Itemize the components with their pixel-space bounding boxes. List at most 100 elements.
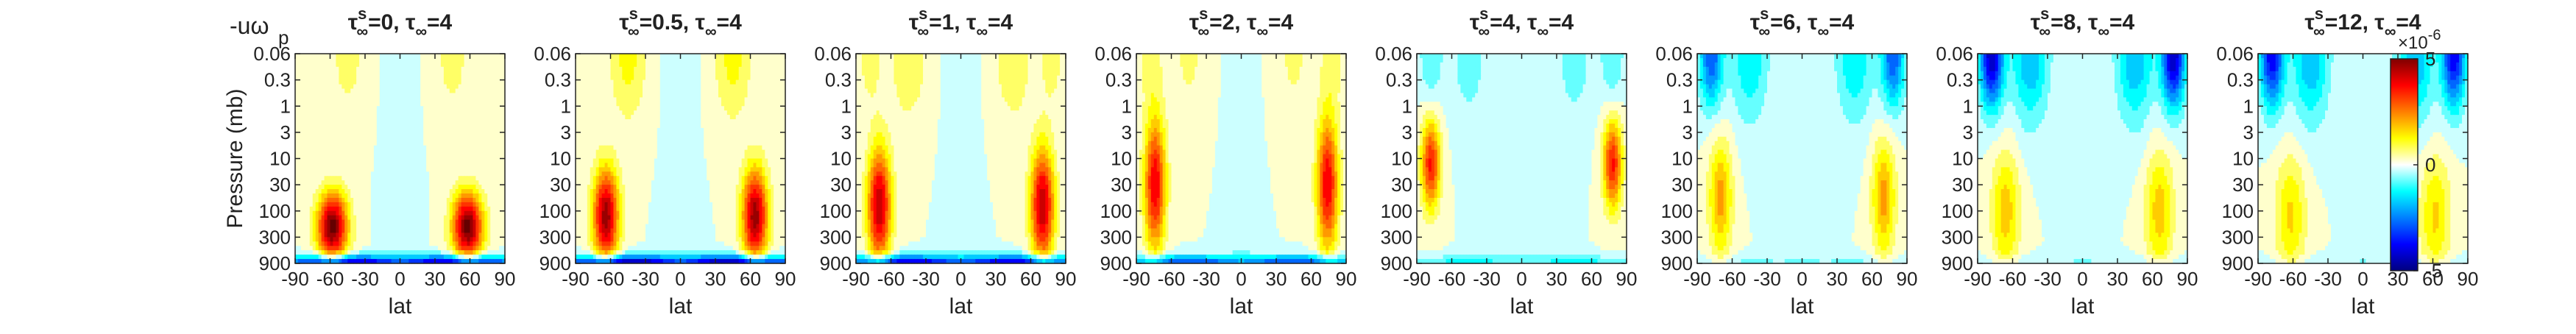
contour-cell: [297, 54, 302, 59]
contour-cell: [698, 132, 701, 138]
contour-cell: [414, 180, 418, 185]
contour-cell: [347, 210, 351, 216]
contour-cell: [686, 62, 690, 68]
contour-cell: [309, 136, 314, 142]
contour-cell: [417, 102, 421, 107]
contour-cell: [417, 106, 421, 111]
y-tick-label: 30: [269, 174, 291, 196]
contour-cell: [370, 106, 375, 111]
contour-cell: [496, 237, 500, 242]
contour-cell: [692, 84, 696, 90]
contour-cell: [435, 136, 439, 142]
contour-cell: [373, 145, 378, 151]
contour-cell: [432, 219, 436, 225]
contour-cell: [756, 132, 760, 138]
contour-cell: [723, 88, 728, 94]
contour-cell: [336, 75, 339, 81]
contour-cell: [759, 132, 762, 138]
contour-cell: [665, 62, 670, 68]
contour-cell: [324, 127, 328, 133]
contour-cell: [455, 102, 459, 107]
contour-cell: [309, 206, 314, 212]
contour-cell: [353, 206, 357, 212]
contour-cell: [309, 224, 314, 230]
contour-cell: [598, 106, 603, 111]
contour-cell: [475, 210, 479, 216]
contour-cell: [370, 185, 375, 190]
contour-cell: [759, 119, 762, 124]
contour-cell: [344, 163, 348, 168]
contour-cell: [774, 79, 777, 85]
contour-cell: [306, 180, 311, 185]
contour-cell: [321, 79, 325, 85]
contour-cell: [406, 54, 409, 59]
contour-cell: [662, 54, 667, 59]
contour-cell: [359, 246, 363, 251]
contour-cell: [330, 180, 334, 185]
contour-cell: [318, 145, 322, 151]
contour-cell: [654, 88, 658, 94]
contour-cell: [365, 185, 369, 190]
contour-cell: [303, 97, 308, 102]
contour-cell: [622, 71, 626, 77]
contour-cell: [324, 250, 328, 255]
contour-cell: [324, 206, 328, 212]
contour-cell: [417, 79, 421, 85]
contour-cell: [300, 57, 305, 63]
contour-cell: [435, 259, 439, 264]
contour-cell: [411, 79, 415, 85]
contour-cell: [704, 124, 707, 129]
contour-cell: [370, 62, 375, 68]
contour-cell: [587, 75, 591, 81]
contour-cell: [499, 259, 503, 264]
contour-cell: [461, 197, 465, 203]
contour-cell: [499, 197, 503, 203]
contour-cell: [613, 119, 618, 124]
contour-cell: [443, 54, 447, 59]
contour-cell: [701, 57, 704, 63]
contour-cell: [721, 102, 725, 107]
contour-cell: [376, 210, 381, 216]
contour-cell: [449, 127, 453, 133]
contour-cell: [342, 163, 345, 168]
contour-cell: [362, 102, 366, 107]
contour-cell: [420, 154, 424, 160]
contour-cell: [300, 180, 305, 185]
contour-cell: [391, 250, 395, 255]
contour-cell: [648, 132, 652, 138]
contour-cell: [330, 197, 334, 203]
contour-cell: [443, 66, 447, 72]
contour-cell: [365, 75, 369, 81]
contour-cell: [718, 102, 722, 107]
contour-cell: [464, 136, 468, 142]
contour-cell: [490, 149, 494, 155]
contour-cell: [435, 88, 439, 94]
contour-cell: [774, 127, 777, 133]
contour-cell: [359, 154, 363, 160]
contour-cell: [350, 171, 354, 177]
contour-cell: [759, 93, 762, 98]
contour-cell: [336, 84, 339, 90]
contour-cell: [339, 154, 342, 160]
contour-cell: [625, 71, 629, 77]
contour-cell: [297, 145, 302, 151]
contour-cell: [356, 224, 360, 230]
contour-cell: [321, 171, 325, 177]
contour-cell: [391, 62, 395, 68]
contour-cell: [333, 255, 337, 260]
contour-cell: [420, 171, 424, 177]
contour-cell: [359, 119, 363, 124]
contour-cell: [406, 88, 409, 94]
contour-cell: [295, 132, 299, 138]
contour-cell: [417, 167, 421, 172]
contour-cell: [470, 149, 474, 155]
contour-cell: [295, 193, 299, 199]
contour-cell: [502, 66, 506, 72]
contour-cell: [499, 193, 503, 199]
contour-cell: [648, 93, 652, 98]
contour-cell: [616, 115, 620, 120]
contour-cell: [461, 93, 465, 98]
contour-cell: [455, 210, 459, 216]
contour-cell: [502, 119, 506, 124]
contour-cell: [370, 57, 375, 63]
